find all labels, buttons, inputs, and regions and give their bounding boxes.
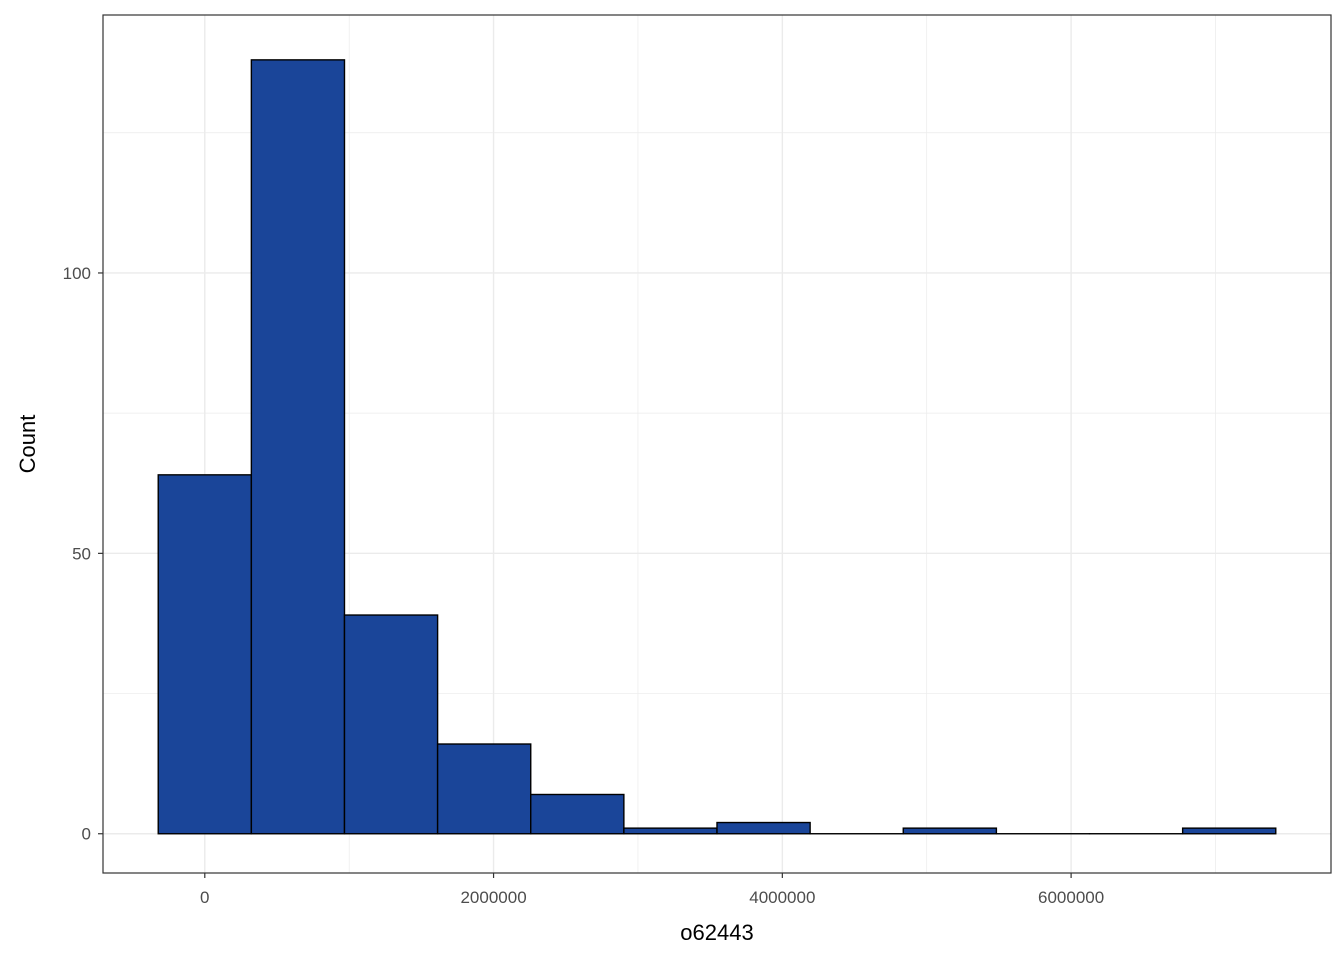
histogram-bar: [436, 743, 532, 835]
x-axis-title: o62443: [680, 920, 753, 945]
y-tick-label: 100: [63, 264, 91, 283]
histogram-bar: [902, 827, 998, 835]
histogram-bar: [530, 793, 625, 835]
histogram-bars: [157, 59, 1277, 835]
x-tick-label: 4000000: [749, 888, 815, 907]
x-tick-label: 2000000: [460, 888, 526, 907]
histogram-bar: [343, 614, 439, 835]
panel-border: [102, 14, 1332, 874]
x-tick-label: 6000000: [1038, 888, 1104, 907]
y-axis-title: Count: [15, 415, 40, 474]
x-tick-label: 0: [200, 888, 209, 907]
histogram-bar: [1181, 827, 1277, 835]
y-tick-label: 0: [82, 825, 91, 844]
histogram-bar: [623, 827, 718, 835]
y-tick-label: 50: [72, 544, 91, 563]
histogram-bar: [716, 821, 811, 835]
histogram-bar: [250, 59, 346, 835]
histogram-bar: [157, 474, 253, 835]
x-axis: 0 2000000 4000000 6000000: [200, 873, 1104, 907]
y-axis: 0 50 100: [63, 264, 103, 844]
